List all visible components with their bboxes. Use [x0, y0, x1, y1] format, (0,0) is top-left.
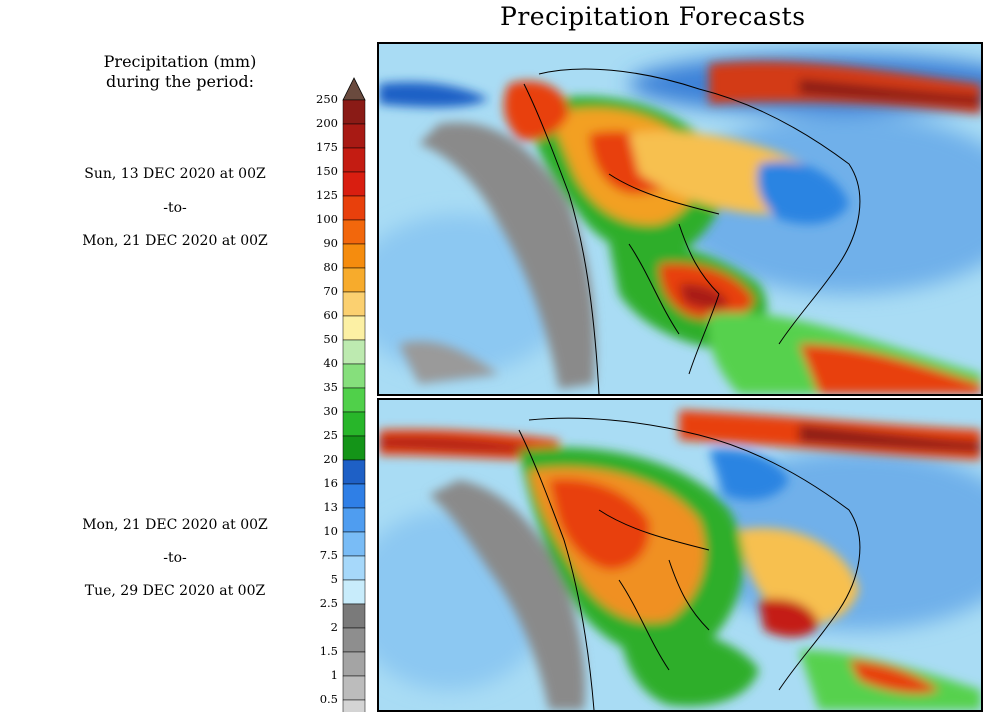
period-2-start: Mon, 21 DEC 2020 at 00Z	[82, 517, 268, 533]
scale-swatch	[342, 99, 366, 125]
period-1-start: Sun, 13 DEC 2020 at 00Z	[84, 166, 266, 182]
scale-tick-label: 25	[323, 428, 338, 442]
scale-tick-label: 13	[323, 500, 338, 514]
scale-swatch	[342, 531, 366, 557]
scale-swatch	[342, 483, 366, 509]
forecast-map-period-1	[377, 42, 983, 396]
scale-swatch	[342, 507, 366, 533]
scale-swatch	[342, 387, 366, 413]
scale-swatch	[342, 579, 366, 605]
scale-swatch	[342, 627, 366, 653]
scale-swatch	[342, 123, 366, 149]
scale-tick-label: 5	[330, 572, 338, 586]
scale-swatch	[342, 291, 366, 317]
scale-swatch	[342, 147, 366, 173]
scale-tick-label: 7.5	[319, 548, 338, 562]
scale-tick-label: 100	[316, 212, 338, 226]
legend-heading-line1: Precipitation (mm)	[103, 52, 257, 71]
scale-tick-label: 90	[323, 236, 338, 250]
scale-tick-label: 10	[323, 524, 338, 538]
scale-swatch	[342, 411, 366, 437]
scale-swatch	[342, 603, 366, 629]
scale-tick-label: 16	[323, 476, 338, 490]
scale-tick-label: 0.5	[319, 692, 338, 706]
scale-tick-label: 200	[316, 116, 338, 130]
scale-tick-label: 250	[316, 92, 338, 106]
scale-swatch	[342, 171, 366, 197]
scale-swatch	[342, 267, 366, 293]
scale-tick-label: 1	[330, 668, 338, 682]
scale-tick-label: 40	[323, 356, 338, 370]
period-1-end: Mon, 21 DEC 2020 at 00Z	[82, 233, 268, 249]
scale-tick-label: 1.5	[319, 644, 338, 658]
scale-tick-label: 70	[323, 284, 338, 298]
scale-tick-label: 30	[323, 404, 338, 418]
scale-swatch	[342, 315, 366, 341]
period-2-separator: -to-	[163, 550, 187, 566]
chart-title: Precipitation Forecasts	[500, 2, 806, 31]
scale-swatch	[342, 243, 366, 269]
scale-tick-label: 60	[323, 308, 338, 322]
forecast-map-period-2	[377, 398, 983, 712]
period-2-end: Tue, 29 DEC 2020 at 00Z	[84, 583, 266, 599]
scale-tick-label: 150	[316, 164, 338, 178]
scale-swatch	[342, 339, 366, 365]
legend-heading: Precipitation (mm) during the period:	[70, 52, 290, 92]
scale-top-arrow	[342, 77, 366, 101]
scale-swatch	[342, 675, 366, 701]
scale-swatch	[342, 459, 366, 485]
period-1-separator: -to-	[163, 200, 187, 216]
scale-swatch	[342, 219, 366, 245]
scale-tick-label: 35	[323, 380, 338, 394]
scale-tick-label: 50	[323, 332, 338, 346]
scale-swatch	[342, 555, 366, 581]
scale-tick-label: 20	[323, 452, 338, 466]
scale-swatch	[342, 195, 366, 221]
scale-tick-label: 80	[323, 260, 338, 274]
scale-swatch	[342, 363, 366, 389]
scale-swatch	[342, 699, 366, 712]
scale-swatch	[342, 435, 366, 461]
scale-tick-label: 125	[316, 188, 338, 202]
scale-tick-label: 2	[330, 620, 338, 634]
scale-swatch	[342, 651, 366, 677]
legend-heading-line2: during the period:	[106, 72, 254, 91]
scale-tick-label: 175	[316, 140, 338, 154]
color-scale-bar	[342, 77, 366, 712]
scale-tick-label: 2.5	[319, 596, 338, 610]
